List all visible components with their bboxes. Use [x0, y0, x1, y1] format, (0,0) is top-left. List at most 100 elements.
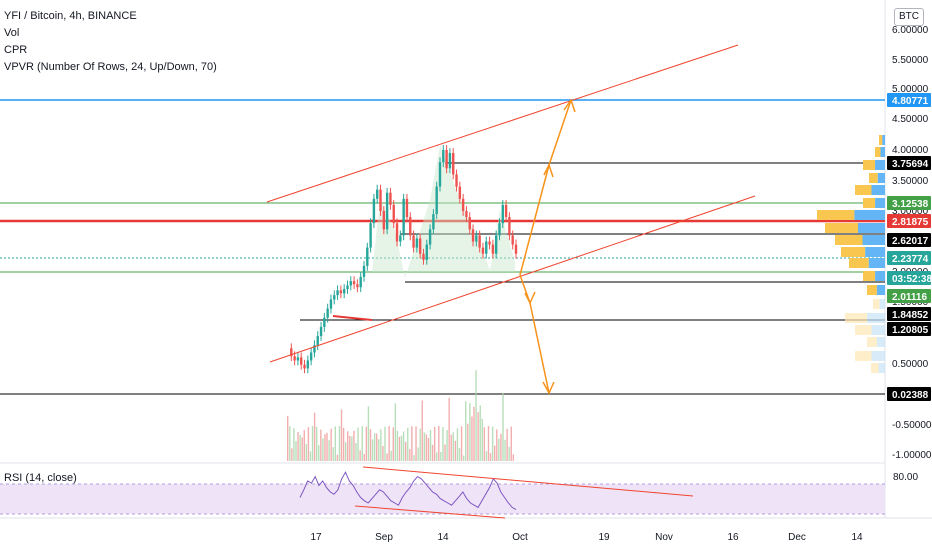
- volume-bar: [315, 426, 318, 461]
- volume-bar: [334, 426, 337, 461]
- candle-body: [392, 204, 395, 224]
- candle-body: [494, 235, 498, 254]
- volume-bar: [409, 449, 411, 461]
- rsi-legend[interactable]: RSI (14, close): [4, 472, 77, 484]
- arrow-up-mid-head: [543, 163, 554, 178]
- vpvr-row: [835, 235, 885, 245]
- candle-body: [478, 235, 481, 248]
- price-tick: 5.50000: [892, 55, 929, 66]
- candle-body: [356, 284, 359, 288]
- candle-body: [422, 253, 425, 260]
- volume-bar: [363, 453, 365, 461]
- volume-bar: [303, 430, 305, 461]
- channel-lower-line[interactable]: [269, 195, 756, 363]
- candle-body: [471, 229, 475, 242]
- legend-vpvr[interactable]: VPVR (Number Of Rows, 24, Up/Down, 70): [4, 61, 217, 73]
- candle-body: [445, 150, 448, 169]
- volume-bar: [458, 447, 461, 461]
- candle-body: [349, 281, 352, 286]
- volume-bar: [477, 412, 479, 461]
- volume-bar: [386, 453, 388, 461]
- projection-arrows[interactable]: [519, 98, 576, 395]
- volume-bar: [436, 452, 438, 461]
- candle-body: [481, 247, 485, 254]
- volume-bar: [353, 430, 355, 461]
- volume-bar: [442, 427, 444, 461]
- volume-bar: [462, 455, 465, 461]
- time-tick: 17: [310, 532, 322, 543]
- symbol-title[interactable]: YFI / Bitcoin, 4h, BINANCE: [4, 10, 137, 22]
- channel-upper-line[interactable]: [266, 44, 739, 203]
- volume-bar: [330, 428, 332, 461]
- candle-body: [428, 229, 432, 245]
- legend-vol[interactable]: Vol: [4, 27, 20, 39]
- volume-bar: [454, 440, 457, 461]
- price-tick: 4.50000: [892, 114, 929, 125]
- svg-text:2.62017: 2.62017: [892, 236, 929, 247]
- arrow-down-head: [542, 381, 555, 395]
- candle-body: [333, 295, 336, 300]
- volume-bar: [287, 416, 289, 461]
- volume-bar: [332, 447, 334, 461]
- volume-bar: [338, 426, 341, 461]
- candle-body: [376, 189, 379, 199]
- time-tick: 14: [851, 532, 863, 543]
- candle-body: [329, 299, 333, 309]
- volume-bar: [351, 436, 353, 461]
- svg-text:2.01116: 2.01116: [892, 292, 927, 303]
- currency-button[interactable]: BTC: [894, 8, 924, 26]
- volume-bar: [318, 445, 320, 461]
- volume-bar: [336, 454, 339, 461]
- candle-body: [425, 244, 428, 260]
- candle-body: [359, 276, 362, 288]
- volume-bar: [508, 446, 510, 461]
- candle-body: [339, 290, 343, 294]
- rsi-trend-upper: [362, 466, 694, 497]
- volume-bar: [396, 430, 399, 461]
- vpvr-row: [879, 135, 885, 145]
- price-tick: 6.00000: [892, 25, 929, 36]
- legend-cpr[interactable]: CPR: [4, 44, 28, 56]
- candle-body: [382, 211, 386, 230]
- volume-bar: [301, 437, 303, 461]
- volume-bar: [371, 439, 374, 461]
- vpvr-row: [845, 313, 885, 323]
- volume-bar: [380, 429, 382, 461]
- volume-bar: [450, 434, 452, 461]
- candle-body: [448, 153, 452, 169]
- candle-body: [405, 198, 409, 218]
- price-badge: 2.23774: [887, 251, 931, 265]
- volume-bar: [313, 412, 316, 461]
- volume-bar: [491, 426, 494, 461]
- candle-body: [465, 211, 468, 218]
- vpvr-row: [863, 198, 885, 208]
- volume-bar: [504, 439, 506, 461]
- volume-bar: [452, 432, 454, 461]
- volume-bar: [291, 448, 293, 461]
- volume-bar: [382, 446, 384, 461]
- volume-bar: [407, 427, 409, 461]
- vpvr-row: [873, 299, 885, 309]
- candle-body: [362, 265, 366, 277]
- volume-bar: [475, 370, 477, 461]
- candle-body: [435, 186, 438, 215]
- vpvr-row: [855, 185, 885, 195]
- rsi-band: [0, 484, 885, 514]
- svg-text:1.20805: 1.20805: [892, 325, 929, 336]
- svg-text:2.23774: 2.23774: [892, 254, 929, 265]
- arrow-down-mid-head: [524, 291, 536, 305]
- short-red-segment: [332, 315, 373, 321]
- volume-bar: [388, 426, 390, 461]
- price-badge: 3.12538: [887, 196, 931, 210]
- volume-bar: [498, 438, 500, 461]
- volume-bar: [326, 432, 328, 461]
- vpvr-row: [875, 147, 885, 157]
- candle-body: [326, 308, 329, 318]
- candle-body: [442, 150, 445, 163]
- price-badge: 1.84852: [887, 307, 931, 321]
- volume-bar: [489, 453, 492, 461]
- price-badge: 4.80771: [887, 93, 931, 107]
- volume-bar: [444, 444, 446, 461]
- volume-bar: [467, 423, 469, 461]
